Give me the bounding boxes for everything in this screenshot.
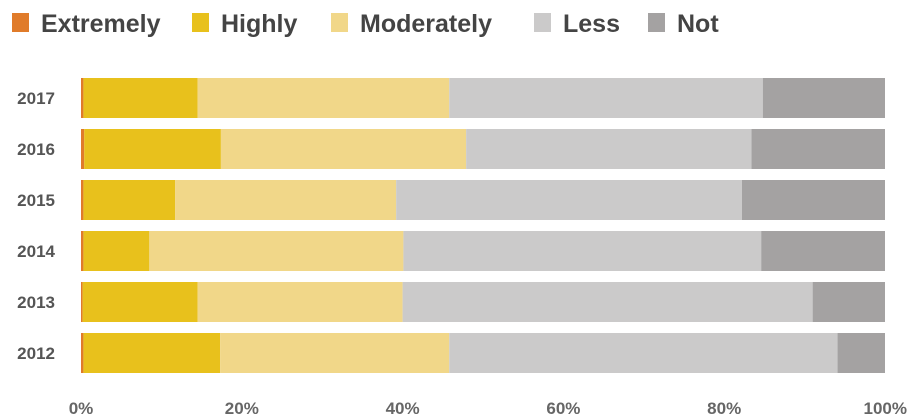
bar-segment-2013-less [402,282,813,322]
bar-segment-2017-not [762,78,885,118]
chart-legend: Extremely Highly Moderately Less Not [12,10,719,38]
category-label-2014: 2014 [17,242,55,261]
bar-segment-2015-extremely [81,180,84,220]
legend-swatch-highly [192,13,209,32]
bar-segment-2014-not [761,231,885,271]
category-label-2016: 2016 [17,140,55,159]
bar-segment-2014-less [403,231,762,271]
bar-segment-2016-moderately [220,129,467,169]
category-label-2017: 2017 [17,89,55,108]
x-tick-label: 0% [69,399,94,418]
bar-segment-2017-extremely [81,78,84,118]
bar-segment-2014-moderately [149,231,404,271]
bar-segment-2017-highly [83,78,198,118]
category-label-2013: 2013 [17,293,55,312]
bar-segment-2016-extremely [81,129,85,169]
bar-segment-2013-highly [82,282,198,322]
x-tick-label: 40% [386,399,420,418]
bar-segment-2012-extremely [81,333,84,373]
bar-segment-2016-highly [84,129,221,169]
legend-label-not: Not [677,10,719,38]
legend-swatch-moderately [331,13,348,32]
bar-segment-2015-not [741,180,885,220]
legend-label-extremely: Extremely [41,10,161,38]
legend-swatch-not [648,13,665,32]
legend-label-highly: Highly [221,10,297,38]
bar-segment-2017-moderately [197,78,450,118]
bar-segment-2014-extremely [81,231,84,271]
legend-swatch-extremely [12,13,29,32]
bar-segment-2016-not [751,129,885,169]
bar-segment-2013-moderately [197,282,403,322]
x-axis: 0% 20% 40% 60% 80% 100% [69,399,907,418]
bar-segment-2012-highly [83,333,221,373]
category-label-2012: 2012 [17,344,55,363]
bar-segment-2017-less [449,78,763,118]
category-label-2015: 2015 [17,191,55,210]
bar-segment-2015-highly [83,180,176,220]
bar-segment-2015-moderately [175,180,397,220]
bar-segment-2012-moderately [220,333,450,373]
bar-segment-2012-less [449,333,838,373]
bars-area [81,78,885,373]
bar-segment-2013-extremely [81,282,83,322]
x-tick-label: 100% [864,399,907,418]
legend-label-less: Less [563,10,620,38]
bar-segment-2014-highly [83,231,150,271]
bar-segment-2012-not [837,333,885,373]
category-axis: 2017 2016 2015 2014 2013 2012 [17,89,55,363]
bar-segment-2013-not [812,282,885,322]
legend-label-moderately: Moderately [360,10,492,38]
bar-segment-2015-less [396,180,742,220]
bar-segment-2016-less [466,129,752,169]
x-tick-label: 60% [546,399,580,418]
x-tick-label: 20% [225,399,259,418]
legend-swatch-less [534,13,551,32]
x-tick-label: 80% [707,399,741,418]
